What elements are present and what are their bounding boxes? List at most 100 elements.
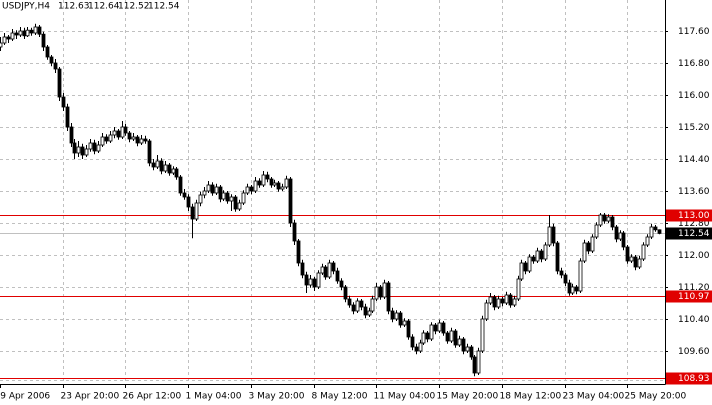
candle-body	[151, 162, 156, 168]
candle-body	[171, 168, 176, 174]
candle-body	[296, 240, 301, 264]
candle-body	[610, 216, 615, 228]
candle-body	[590, 236, 595, 252]
candle-body	[65, 106, 70, 128]
candle-body	[547, 226, 552, 246]
candle-body	[33, 26, 38, 34]
candle-body	[29, 29, 34, 34]
candle-body	[347, 298, 352, 306]
candle-body	[218, 186, 223, 200]
candle-body	[367, 310, 372, 316]
candle-body	[25, 29, 30, 37]
candle-body	[253, 180, 258, 192]
candle-body	[147, 140, 152, 164]
candle-body	[163, 164, 168, 172]
candle-body	[190, 206, 195, 220]
candle-body	[276, 182, 281, 190]
x-tick-label: 11 May 04:00	[374, 392, 436, 402]
candle-body	[316, 272, 321, 288]
candle-body	[22, 30, 27, 37]
x-tick-label: 19 Apr 2006	[0, 392, 50, 402]
candle-body	[472, 356, 477, 374]
candle-body	[363, 306, 368, 316]
candle-body	[335, 270, 340, 282]
candle-body	[516, 278, 521, 300]
y-tick-label: 114.40	[678, 155, 710, 165]
candle-body	[104, 136, 109, 142]
candle-body	[308, 278, 313, 286]
candle-body	[84, 148, 89, 156]
candle-body	[127, 132, 132, 140]
candle-body	[202, 190, 207, 196]
candle-body	[272, 182, 277, 186]
candle-body	[370, 298, 375, 312]
candle-body	[406, 320, 411, 338]
candle-body	[186, 196, 191, 208]
candle-body	[374, 286, 379, 300]
candle-body	[327, 262, 332, 278]
x-tick-label: 8 May 12:00	[312, 392, 368, 402]
candle-body	[429, 324, 434, 340]
candle-body	[14, 32, 19, 36]
candle-body	[359, 300, 364, 308]
candle-body	[496, 298, 501, 308]
candle-body	[206, 184, 211, 192]
grid	[0, 0, 665, 384]
candle-body	[582, 242, 587, 262]
candle-body	[457, 338, 462, 346]
candle-body	[123, 126, 128, 134]
candle-body	[159, 160, 164, 172]
y-tick-label: 116.00	[678, 91, 710, 101]
candle-body	[480, 318, 485, 352]
candle-body	[96, 144, 101, 152]
header-open: 112.63	[58, 2, 90, 12]
candle-body	[441, 322, 446, 334]
candle-body	[167, 164, 172, 174]
candle-body	[637, 258, 642, 268]
x-tick-label: 15 May 20:00	[437, 392, 499, 402]
candle-body	[37, 26, 42, 35]
candle-body	[0, 42, 3, 48]
candle-body	[198, 194, 203, 204]
y-tick-label: 112.80	[678, 219, 710, 229]
candle-body	[398, 312, 403, 326]
candle-body	[41, 33, 46, 48]
candle-body	[178, 176, 183, 194]
candle-body	[182, 192, 187, 198]
level-label: 110.97	[678, 292, 710, 302]
candle-body	[453, 330, 458, 346]
candle-body	[320, 266, 325, 274]
candle-body	[437, 322, 442, 332]
candle-body	[351, 304, 356, 312]
level-label: 108.93	[678, 374, 710, 384]
y-tick-label: 117.60	[678, 27, 710, 37]
candle-body	[10, 32, 15, 40]
candle-body	[649, 226, 654, 238]
candle-body	[116, 130, 121, 138]
candle-body	[269, 178, 274, 186]
candle-body	[551, 226, 556, 244]
candle-body	[155, 160, 160, 168]
candle-body	[539, 250, 544, 260]
candle-body	[6, 36, 11, 40]
levels	[0, 215, 665, 379]
level-label: 113.00	[678, 211, 710, 221]
candle-body	[210, 184, 215, 194]
candle-body	[625, 246, 630, 262]
y-tick-label: 112.00	[678, 251, 710, 261]
candle-body	[139, 138, 144, 144]
candle-body	[445, 332, 450, 342]
candle-body	[292, 222, 297, 242]
candle-body	[214, 186, 219, 194]
candle-body	[461, 338, 466, 352]
candle-body	[331, 262, 336, 272]
candle-body	[657, 229, 662, 234]
candle-body	[512, 298, 517, 306]
candle-body	[641, 244, 646, 260]
candle-body	[618, 232, 623, 240]
candle-body	[390, 310, 395, 320]
x-tick-label: 18 May 12:00	[500, 392, 562, 402]
candle-body	[586, 242, 591, 252]
header-high: 112.64	[88, 2, 120, 12]
